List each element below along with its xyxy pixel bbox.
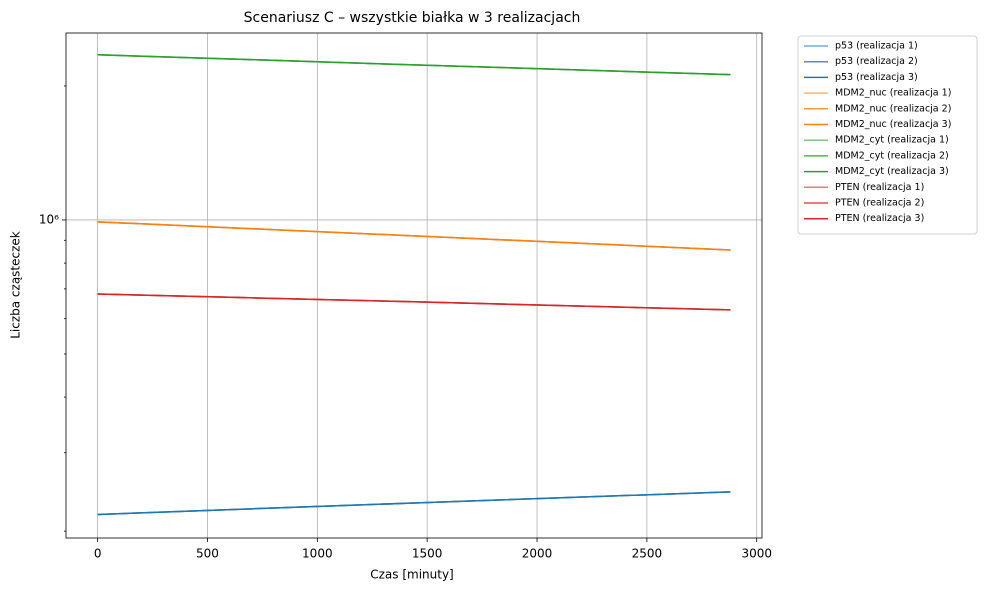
x-tick-label: 2000 bbox=[522, 547, 553, 561]
x-tick-label: 500 bbox=[196, 547, 219, 561]
x-tick-label: 0 bbox=[94, 547, 102, 561]
legend-label: MDM2_cyt (realizacja 1) bbox=[835, 135, 949, 146]
x-tick-label: 1000 bbox=[302, 547, 333, 561]
legend-label: p53 (realizacja 3) bbox=[835, 72, 918, 83]
legend: p53 (realizacja 1) p53 (realizacja 2) p53 … bbox=[797, 35, 978, 235]
x-tick-label: 1500 bbox=[412, 547, 443, 561]
y-axis-label: Liczba cząsteczek bbox=[9, 231, 23, 339]
legend-label: PTEN (realizacja 3) bbox=[835, 213, 924, 224]
line bbox=[97, 221, 731, 251]
y-tick-label: 10⁶ bbox=[39, 212, 59, 226]
legend-label: MDM2_nuc (realizacja 1) bbox=[835, 88, 951, 99]
legend-label: PTEN (realizacja 1) bbox=[835, 182, 924, 193]
chart-title: Scenariusz C – wszystkie białka w 3 real… bbox=[244, 10, 581, 26]
line bbox=[97, 491, 731, 516]
x-axis-label: Czas [minuty] bbox=[370, 568, 454, 582]
legend-label: MDM2_cyt (realizacja 3) bbox=[835, 166, 949, 177]
x-tick-label: 2500 bbox=[632, 547, 663, 561]
plot-frame bbox=[65, 32, 763, 539]
line bbox=[97, 293, 731, 311]
legend-label: p53 (realizacja 2) bbox=[835, 56, 918, 67]
legend-label: MDM2_nuc (realizacja 3) bbox=[835, 119, 951, 130]
legend-label: MDM2_nuc (realizacja 2) bbox=[835, 103, 951, 114]
x-tick-label: 3000 bbox=[741, 547, 772, 561]
legend-box bbox=[797, 35, 978, 235]
legend-label: MDM2_cyt (realizacja 2) bbox=[835, 150, 949, 161]
legend-label: PTEN (realizacja 2) bbox=[835, 198, 924, 209]
legend-label: p53 (realizacja 1) bbox=[835, 41, 918, 52]
line bbox=[97, 54, 731, 76]
